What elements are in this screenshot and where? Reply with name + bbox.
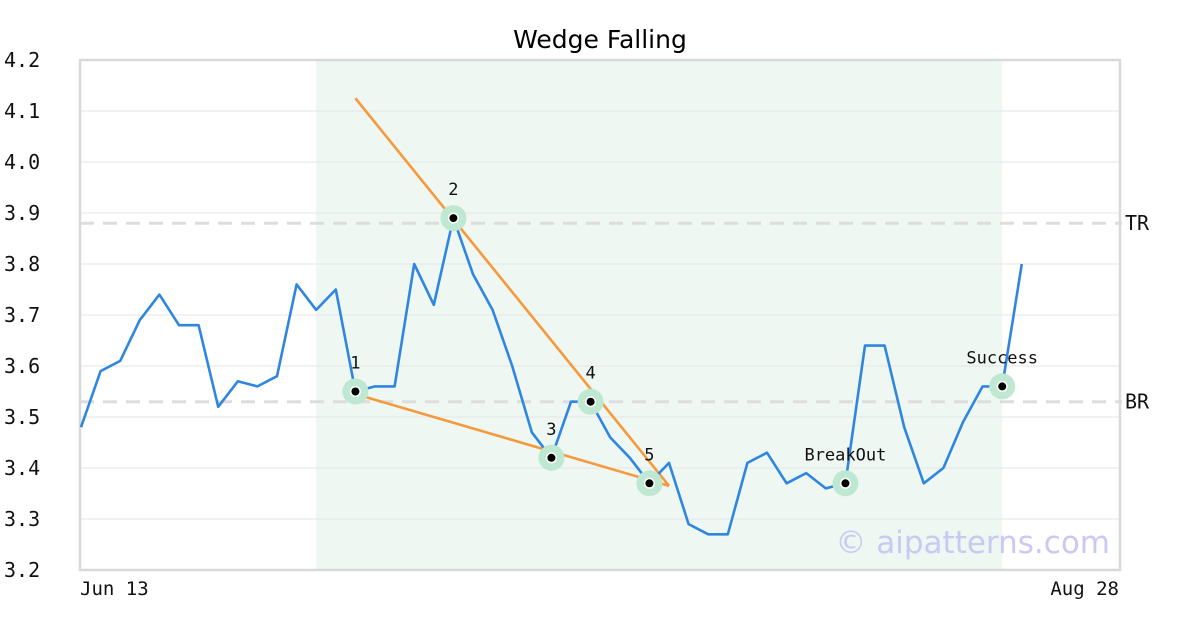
pattern-point-3: 3 [538,420,565,471]
y-tick-label: 3.7 [4,303,40,327]
pattern-point-4: 4 [577,364,604,415]
pattern-point-label: 3 [546,420,556,440]
pattern-points: 1 2 3 4 5 BreakOut Success [342,180,1038,497]
marker-dot [998,382,1007,391]
plot-frame [78,58,1122,572]
marker-dot [351,387,360,396]
level-label-tr: TR [1125,211,1150,235]
y-tick-label: 4.0 [4,150,40,174]
x-tick-start: Jun 13 [80,578,149,600]
y-tick-label: 3.9 [4,201,40,225]
pattern-point-breakout: BreakOut [804,445,886,497]
y-tick-label: 3.8 [4,252,40,276]
y-tick-label: 3.6 [4,354,40,378]
marker-dot [586,397,595,406]
pattern-point-5: 5 [636,445,663,497]
level-label-br: BR [1125,390,1150,414]
y-tick-label: 3.3 [4,507,40,531]
pattern-point-label: BreakOut [804,445,886,465]
trendline-lower [355,392,670,488]
y-tick-label: 3.5 [4,405,40,429]
pattern-point-label: 4 [585,364,595,384]
chart-title: Wedge Falling [513,25,687,54]
y-tick-label: 4.1 [4,99,40,123]
pattern-point-label: 5 [644,445,654,465]
pattern-point-label: 1 [350,354,360,374]
marker-dot [449,214,458,223]
pattern-point-2: 2 [440,180,467,232]
trendline-upper [354,97,671,487]
pattern-point-label: Success [966,348,1038,368]
marker-dot [547,453,556,462]
x-tick-end: Aug 28 [1050,578,1119,600]
trendlines [354,97,671,488]
level-lines: TR BR [80,211,1150,414]
watermark: © aipatterns.com [835,525,1110,561]
y-tick-label: 4.2 [4,48,40,72]
marker-dot [645,479,654,488]
y-tick-label: 3.2 [4,558,40,582]
pattern-point-1: 1 [342,354,369,405]
pattern-point-label: 2 [448,180,458,200]
y-axis-ticks: 4.2 4.1 4.0 3.9 3.8 3.7 3.6 3.5 3.4 3.3 3.2 [4,48,40,582]
y-tick-label: 3.4 [4,456,40,480]
pattern-point-success: Success [966,348,1038,400]
marker-dot [841,479,850,488]
